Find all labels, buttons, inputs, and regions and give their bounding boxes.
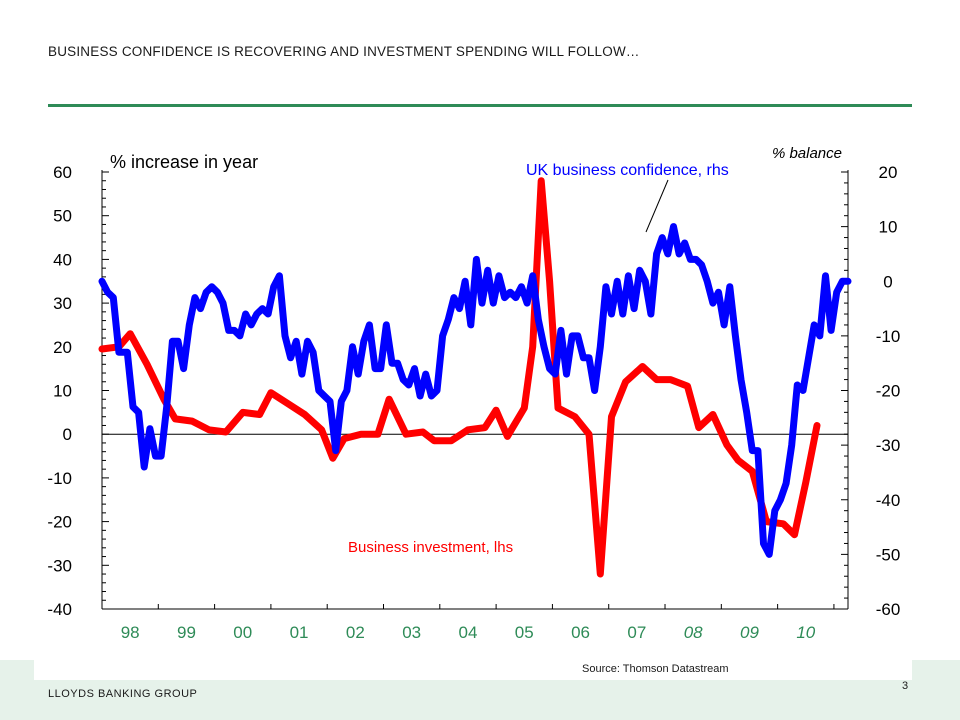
chart-series xyxy=(98,177,852,578)
left-tick-label: 20 xyxy=(53,338,72,357)
x-tick-label: 04 xyxy=(459,623,478,642)
x-tick-label: 06 xyxy=(571,623,590,642)
left-tick-label: -20 xyxy=(47,513,72,532)
right-tick-label: -10 xyxy=(876,327,901,346)
investment-series-label: Business investment, lhs xyxy=(348,539,513,556)
chart: 60 50 40 30 20 10 0 -10 -20 -30 -40 20 10 0 -10 -20 -30 -… xyxy=(47,145,900,642)
right-tick-label: 0 xyxy=(883,272,892,291)
confidence-label-pointer xyxy=(645,179,669,233)
x-tick-label: 99 xyxy=(177,623,196,642)
right-tick-label: -60 xyxy=(876,600,901,619)
right-tick-label: -30 xyxy=(876,436,901,455)
page-number: 3 xyxy=(902,680,909,692)
x-tick-label: 10 xyxy=(796,623,815,642)
right-axis-label: % balance xyxy=(772,145,842,162)
right-tick-label: -20 xyxy=(876,382,901,401)
left-tick-label: 10 xyxy=(53,382,72,401)
confidence-series-label: UK business confidence, rhs xyxy=(526,162,729,179)
x-tick-label: 01 xyxy=(290,623,309,642)
x-tick-label: 09 xyxy=(740,623,759,642)
title-rule xyxy=(48,104,912,107)
chart-labels: 60 50 40 30 20 10 0 -10 -20 -30 -40 20 10 0 -10 -20 -30 -… xyxy=(47,145,900,642)
right-tick-label: -50 xyxy=(876,545,901,564)
left-axis-label: % increase in year xyxy=(110,152,258,172)
x-tick-label: 05 xyxy=(515,623,534,642)
right-tick-label: -40 xyxy=(876,491,901,510)
left-tick-label: -30 xyxy=(47,556,72,575)
footer-strip xyxy=(34,660,912,680)
right-tick-label: 10 xyxy=(879,218,898,237)
x-tick-label: 98 xyxy=(121,623,140,642)
left-tick-label: 30 xyxy=(53,294,72,313)
right-tick-label: 20 xyxy=(879,163,898,182)
x-tick-label: 02 xyxy=(346,623,365,642)
left-tick-label: 60 xyxy=(53,163,72,182)
brand-name: LLOYDS BANKING GROUP xyxy=(48,688,198,700)
series-line-investment xyxy=(98,177,821,578)
left-tick-label: -10 xyxy=(47,469,72,488)
left-tick-label: 50 xyxy=(53,207,72,226)
source-note: Source: Thomson Datastream xyxy=(582,663,729,675)
left-tick-label: 40 xyxy=(53,250,72,269)
x-tick-label: 07 xyxy=(627,623,646,642)
left-tick-label: 0 xyxy=(63,425,72,444)
x-tick-label: 00 xyxy=(233,623,252,642)
series-line-confidence xyxy=(98,223,852,558)
x-tick-label: 08 xyxy=(684,623,703,642)
slide-title: BUSINESS CONFIDENCE IS RECOVERING AND IN… xyxy=(48,44,640,59)
left-tick-label: -40 xyxy=(47,600,72,619)
x-tick-label: 03 xyxy=(402,623,421,642)
